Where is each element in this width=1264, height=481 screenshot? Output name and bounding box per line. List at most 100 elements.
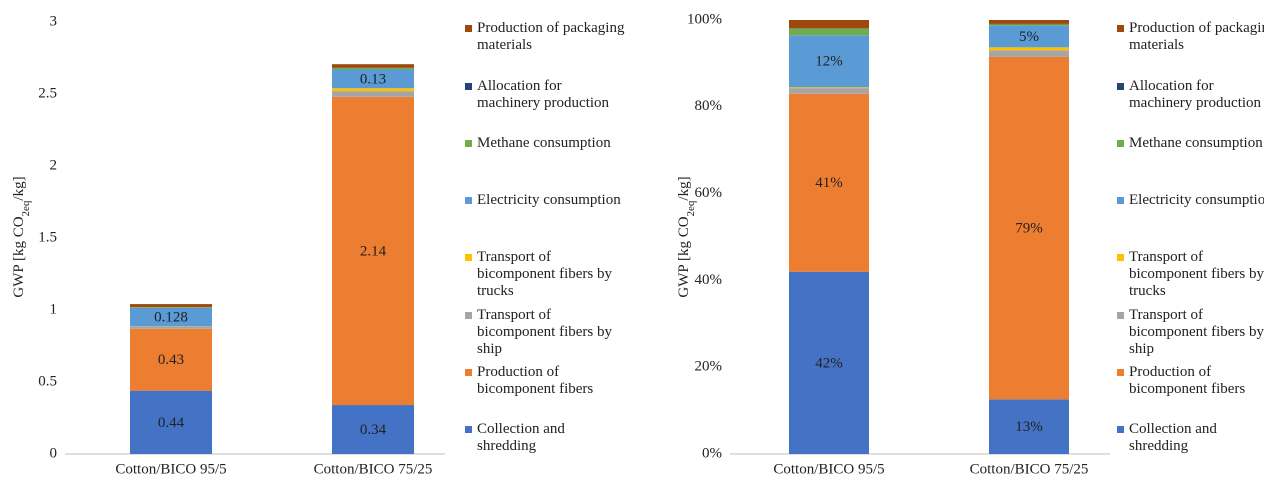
legend-label: Transport of bicomponent fibers by truck…	[1129, 249, 1264, 299]
bar-segment	[989, 20, 1069, 24]
data-label: 2.14	[360, 243, 387, 259]
bar-segment	[332, 88, 414, 92]
legend-entry: Transport of bicomponent fibers by truck…	[1117, 249, 1264, 300]
y-tick-label: 60%	[695, 185, 723, 201]
legend-swatch	[465, 312, 472, 319]
legend-entry: Allocation for machinery production	[1117, 78, 1264, 112]
legend-swatch	[465, 140, 472, 147]
bar-segment	[130, 390, 212, 454]
y-tick-label: 1	[50, 301, 58, 317]
legend-swatch	[465, 369, 472, 376]
legend-entry: Transport of bicomponent fibers by ship	[1117, 307, 1264, 358]
legend-label: Methane consumption	[477, 135, 611, 151]
legend-entry: Collection and shredding	[1117, 421, 1264, 455]
bar-segment	[989, 50, 1069, 57]
y-axis-title-part: /kg]	[676, 176, 692, 200]
y-tick-label: 100%	[687, 11, 722, 27]
bar-segment	[789, 28, 869, 36]
legend-label: Allocation for machinery production	[477, 78, 610, 111]
data-label: 0.34	[360, 422, 387, 438]
y-tick-label: 80%	[695, 98, 723, 114]
legend-swatch	[1117, 197, 1124, 204]
legend-label: Electricity consumption	[1129, 192, 1264, 208]
legend-swatch	[1117, 426, 1124, 433]
legend-label: Electricity consumption	[477, 192, 621, 208]
legend-entry: Production of packaging materials	[1117, 20, 1264, 54]
y-tick-label: 1.5	[38, 229, 57, 245]
legend-label: Methane consumption	[1129, 135, 1263, 151]
legend-label: Collection and shredding	[1129, 421, 1217, 454]
y-axis-title: GWP [kg CO2eq/kg]	[11, 176, 31, 297]
data-label: 79%	[1015, 221, 1043, 237]
data-label: 12%	[815, 54, 843, 70]
x-tick-label: Cotton/BICO 75/25	[970, 461, 1089, 477]
bar-segment	[332, 69, 414, 89]
legend-label: Production of bicomponent fibers	[477, 364, 594, 397]
bar-segment	[332, 91, 414, 97]
y-tick-label: 2	[50, 157, 58, 173]
legend-entry: Transport of bicomponent fibers by truck…	[465, 249, 627, 300]
legend-label: Transport of bicomponent fibers by truck…	[477, 249, 612, 299]
x-tick-label: Cotton/BICO 95/5	[773, 461, 884, 477]
legend-entry: Electricity consumption	[465, 192, 627, 209]
legend-entry: Transport of bicomponent fibers by ship	[465, 307, 627, 358]
legend-swatch	[465, 83, 472, 90]
legend-swatch	[1117, 140, 1124, 147]
chart: 0% 20% 40% 60% 80% 100% 42% 41% 12% Cotton/BICO 9…	[676, 11, 1110, 477]
bar-segment	[789, 271, 869, 454]
bar-segment	[130, 328, 212, 391]
legend-label: Allocation for machinery production	[1129, 78, 1262, 111]
bar-segment	[332, 96, 414, 406]
y-axis-title-part: GWP [kg CO	[11, 216, 27, 297]
bar-segment	[989, 24, 1069, 26]
y-tick-label: 40%	[695, 272, 723, 288]
legend-entry: Methane consumption	[465, 135, 627, 152]
bar-segment	[989, 399, 1069, 454]
bar-segment	[789, 35, 869, 88]
legend-label: Transport of bicomponent fibers by ship	[1129, 307, 1264, 357]
bar-segment	[332, 68, 414, 70]
x-tick-label: Cotton/BICO 75/25	[314, 461, 433, 477]
y-axis-title-part: 2eq	[685, 200, 697, 216]
legend-swatch	[465, 426, 472, 433]
legend-entry: Production of packaging materials	[465, 20, 627, 54]
bar-segment	[130, 326, 212, 329]
y-axis-title-part: GWP [kg CO	[676, 216, 692, 297]
bar-segment	[989, 56, 1069, 400]
data-label: 41%	[815, 175, 843, 191]
chart: 0 0.5 1 1.5 2 2.5 3 0.44 0.43 0.128 Cotton/BICO 95…	[11, 13, 445, 477]
legend-swatch	[465, 197, 472, 204]
legend-entry: Electricity consumption	[1117, 192, 1264, 209]
bar-segment	[989, 47, 1069, 51]
legend-label: Collection and shredding	[477, 421, 565, 454]
data-label: 0.128	[154, 309, 188, 325]
legend-label: Production of packaging materials	[1129, 20, 1264, 53]
legend-swatch	[1117, 254, 1124, 261]
y-tick-label: 0%	[702, 445, 722, 461]
bar-segment	[789, 93, 869, 272]
legend-label: Production of packaging materials	[477, 20, 625, 53]
data-label: 13%	[1015, 419, 1043, 435]
legend-swatch	[465, 254, 472, 261]
legend-swatch	[1117, 312, 1124, 319]
bar-segment	[130, 307, 212, 308]
y-axis-title-part: /kg]	[11, 176, 27, 200]
data-label: 0.13	[360, 71, 386, 87]
y-tick-label: 3	[50, 13, 58, 29]
legend-swatch	[465, 25, 472, 32]
legend-entry: Collection and shredding	[465, 421, 627, 455]
legend-entry: Allocation for machinery production	[465, 78, 627, 112]
bar-segment	[789, 87, 869, 89]
legend-entry: Methane consumption	[1117, 135, 1264, 152]
bar-segment	[130, 304, 212, 307]
bar-segment	[332, 405, 414, 454]
bar-segment	[130, 307, 212, 327]
y-tick-label: 0.5	[38, 373, 57, 389]
legend-swatch	[1117, 83, 1124, 90]
data-label: 5%	[1019, 29, 1039, 45]
legend-swatch	[1117, 25, 1124, 32]
bar-segment	[789, 88, 869, 94]
data-label: 42%	[815, 355, 843, 371]
data-label: 0.44	[158, 415, 185, 431]
